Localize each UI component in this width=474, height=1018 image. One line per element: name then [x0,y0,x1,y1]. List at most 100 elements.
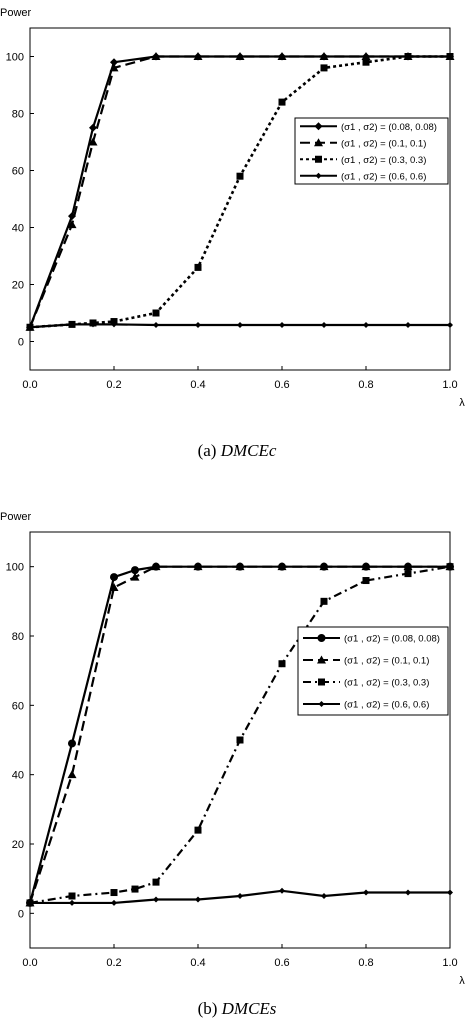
x-tick-label: 0.0 [22,957,37,969]
series-3-point [194,826,202,834]
chart-panel-b: 0 20 40 60 80 100 0.0 0.2 0.4 0.6 0.8 1.0 Power λ (σ1 … [0,511,465,987]
series-2-point [151,562,161,571]
y-tick-label: 40 [12,770,24,782]
series-2-point [319,52,329,60]
series-4-point [111,899,117,906]
series-line-3 [29,55,450,329]
series-2-point [235,562,245,571]
legend-marker-4 [318,701,325,707]
series-4-point [27,899,33,906]
y-tick-label: 0 [18,337,24,349]
x-tick-label: 0.0 [22,379,37,391]
caption-tag: (a) [198,441,221,460]
x-axis-label: λ [459,397,465,409]
series-line-2 [28,565,450,904]
legend-label-2: (σ1 , σ2) = (0.1, 0.1) [341,138,426,149]
legend-marker-2 [317,655,326,664]
legend-marker-1 [317,634,326,642]
plot-frame [29,531,451,949]
x-tick-label: 1.0 [442,379,457,391]
series-line-1 [28,55,450,328]
series-2-point [193,52,203,60]
series-3-point [362,58,370,66]
caption-method: DMCEs [221,999,277,1018]
series-4-point [153,321,159,328]
series-3-point [320,64,328,72]
legend-marker-3 [318,678,325,686]
series-4-point [363,889,369,896]
series-line-4 [29,323,450,329]
x-tick-label: 0.4 [190,957,205,969]
series-4-point [405,321,411,328]
x-tick-label: 0.6 [274,957,289,969]
series-4-point [405,889,411,896]
series-3-point [362,577,370,585]
series-3-point [320,597,328,605]
series-3-point [236,736,244,744]
legend-marker-2 [314,138,323,147]
series-4-point [90,321,96,328]
legend-marker-1 [314,122,323,131]
series-3-point [152,309,160,317]
series-4-point [279,321,285,328]
series-2-point [361,562,371,571]
series-2-point [151,52,161,60]
series-3-point [152,878,160,886]
series-1-point [110,573,118,582]
series-4-point [195,896,201,903]
series-4-point [279,887,285,894]
caption-b: (b) DMCEs [198,999,277,1018]
y-axis-label: Power [0,511,32,523]
caption-a: (a) DMCEc [198,441,277,460]
series-3-point [278,98,286,106]
series-3-point [131,885,139,893]
series-4-point [237,893,243,899]
series-1-point [68,739,76,748]
series-4-point [69,899,75,906]
series-3-point [446,563,454,571]
x-tick-label: 0.8 [358,957,373,969]
series-4-point [69,321,75,328]
legend-marker-4 [315,172,322,179]
x-tick-label: 0.6 [274,379,289,391]
plot-frame [29,27,451,371]
caption-b-label: (b) DMCEs [198,999,277,1018]
caption-tag: (b) [198,999,222,1018]
series-2-point [277,52,287,60]
legend-box [294,117,449,185]
series-2-point [109,582,119,591]
series-1-point [110,58,118,67]
legend-label-3: (σ1 , σ2) = (0.3, 0.3) [344,678,429,689]
legend-label-1: (σ1 , σ2) = (0.08, 0.08) [344,634,440,645]
legend-marker-3 [315,155,322,163]
y-axis-label: Power [0,7,32,19]
series-3-point [404,570,412,578]
legend-label-1: (σ1 , σ2) = (0.08, 0.08) [341,122,437,133]
series-3-point [278,660,286,668]
x-tick-label: 1.0 [442,957,457,969]
legend-label-2: (σ1 , σ2) = (0.1, 0.1) [344,656,429,667]
series-2-point [193,562,203,571]
x-tick-label: 0.2 [106,379,121,391]
series-2-point [319,562,329,571]
series-4-point [321,321,327,328]
x-tick-label: 0.2 [106,957,121,969]
series-1-point [89,123,97,132]
series-2-point [235,52,245,60]
series-2-point [88,137,98,146]
legend: (σ1 , σ2) = (0.08, 0.08) (σ1 , σ2) = (0.1… [294,117,449,185]
series-2-point [67,770,77,779]
series-3-point [404,53,412,60]
x-tick-label: 0.4 [190,379,205,391]
series-4-point [321,893,327,899]
series-2-point [361,52,371,60]
series-3-point [110,889,118,897]
series-1-point [131,566,139,575]
series-4-point [447,889,453,896]
y-tick-label: 20 [12,839,24,851]
series-3-point [236,172,244,180]
series-3-point [68,892,76,900]
y-tick-label: 20 [12,280,24,292]
series-4-point [195,321,201,328]
